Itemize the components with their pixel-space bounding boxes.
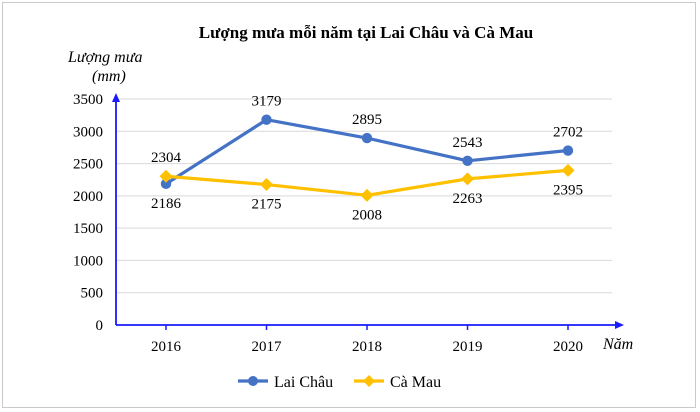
- x-tick-label: 2020: [553, 339, 583, 355]
- data-label: 2186: [151, 196, 182, 212]
- y-axis-arrow: [112, 93, 120, 102]
- x-axis-title: Năm: [602, 336, 633, 353]
- point-marker: [461, 172, 474, 186]
- x-axis-arrow: [615, 321, 624, 329]
- x-tick-label: 2018: [352, 339, 382, 355]
- data-label: 2304: [151, 150, 182, 166]
- legend-label: Cà Mau: [390, 374, 441, 391]
- data-label: 2702: [553, 125, 583, 141]
- data-label: 3179: [252, 94, 282, 110]
- legend: Lai Châu Cà Mau: [238, 374, 441, 391]
- data-label: 2008: [352, 207, 382, 223]
- point-marker: [160, 178, 172, 190]
- point-marker: [561, 163, 575, 177]
- data-label: 2263: [453, 191, 483, 207]
- series: [159, 114, 575, 202]
- x-tick-label: 2017: [252, 339, 283, 355]
- data-labels: 2304 2186 3179 2175 2895 2008 2543 2263 2702 2395: [151, 94, 583, 224]
- y-axis-title-line1: Lượng mưa: [67, 49, 142, 66]
- chart-frame: [2, 2, 696, 408]
- legend-marker: [248, 376, 258, 386]
- chart-title: Lượng mưa mỗi năm tại Lai Châu và Cà Mau: [199, 23, 533, 42]
- y-tick-label: 500: [81, 286, 104, 302]
- point-marker: [462, 155, 473, 166]
- x-tick-label: 2019: [453, 339, 483, 355]
- y-tick-label: 3500: [73, 92, 103, 108]
- y-tick-label: 2000: [73, 189, 103, 205]
- data-label: 2395: [553, 182, 583, 198]
- x-tick-label: 2016: [151, 339, 182, 355]
- point-marker: [360, 188, 374, 202]
- data-label: 2543: [453, 135, 483, 151]
- y-tick-label: 0: [96, 318, 104, 334]
- point-marker: [562, 145, 574, 156]
- point-marker: [159, 169, 173, 183]
- y-tick-label: 2500: [73, 157, 103, 173]
- y-tick-label: 3000: [73, 124, 103, 140]
- axes: [112, 93, 624, 330]
- legend-label: Lai Châu: [274, 374, 333, 391]
- legend-marker: [363, 375, 375, 387]
- y-tick-label: 1000: [73, 253, 103, 269]
- data-label: 2895: [352, 112, 382, 128]
- point-marker: [260, 178, 273, 192]
- tick-labels: 0 500 1000 1500 2000 2500 3000 3500 2016 2017 2018…: [73, 92, 583, 355]
- point-marker: [361, 132, 373, 144]
- point-marker: [261, 114, 272, 125]
- y-tick-label: 1500: [73, 221, 103, 237]
- data-label: 2175: [252, 197, 282, 213]
- y-axis-title-line2: (mm): [92, 68, 126, 85]
